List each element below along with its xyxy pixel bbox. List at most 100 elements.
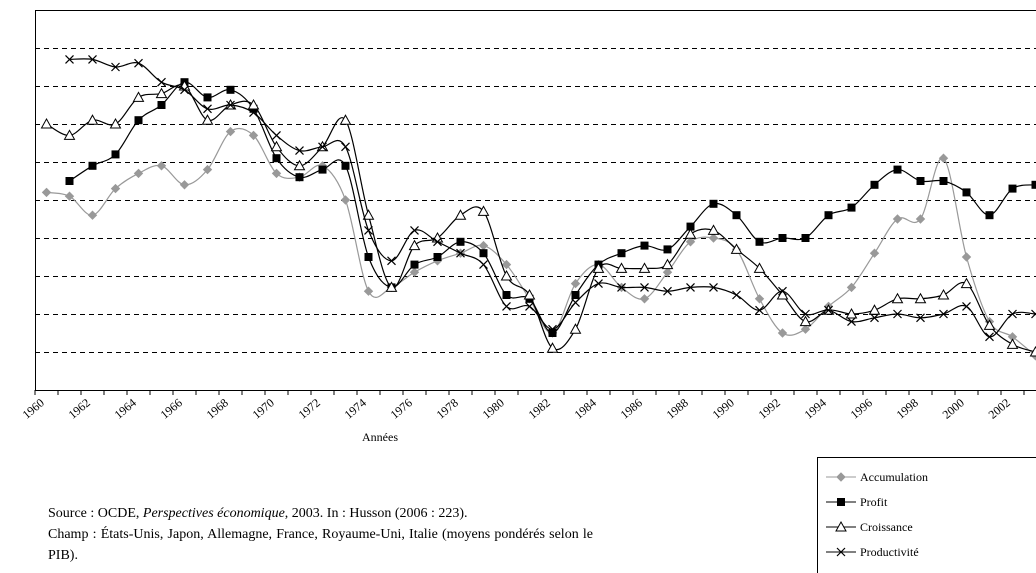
source-text: Source : OCDE, [48, 506, 143, 521]
point [753, 262, 766, 273]
point [249, 108, 258, 118]
point [847, 203, 856, 212]
point [846, 282, 857, 293]
point [363, 286, 374, 296]
source-text: , 2003. In : Husson (2006 : 223). [284, 506, 468, 521]
point [617, 282, 626, 292]
point [501, 259, 512, 270]
point [730, 243, 743, 254]
x-tick-label: 1972 [296, 396, 323, 422]
legend-marker [836, 472, 846, 482]
point [478, 240, 489, 251]
point [271, 168, 282, 179]
point [134, 58, 143, 68]
point [663, 245, 672, 254]
point [615, 262, 628, 273]
point [180, 85, 189, 95]
champ: Champ : États-Unis, Japon, Allemagne, Fr… [48, 527, 593, 563]
point [755, 237, 764, 246]
x-tick-label: 1974 [342, 396, 369, 422]
point [960, 277, 973, 289]
point [479, 260, 488, 270]
x-tick-label: 1984 [572, 396, 599, 422]
point [226, 85, 235, 94]
legend-label: Profit [860, 495, 888, 509]
point [754, 294, 765, 304]
point [707, 224, 720, 235]
x-tick-label: 1996 [848, 396, 875, 422]
point [548, 329, 557, 337]
legend-marker [835, 520, 847, 532]
point [824, 305, 833, 315]
point [891, 292, 904, 304]
point [569, 323, 582, 334]
point [778, 234, 787, 242]
point [1008, 184, 1017, 193]
point [362, 209, 375, 220]
point [523, 288, 536, 300]
point [985, 332, 994, 342]
point [571, 291, 580, 299]
point [364, 225, 373, 235]
point [201, 114, 214, 125]
point [755, 305, 764, 315]
point [203, 93, 212, 102]
point [133, 168, 144, 179]
point [732, 211, 741, 220]
x-tick-label: 1976 [388, 396, 415, 422]
x-tick-label: 1964 [112, 396, 139, 422]
point [272, 154, 281, 163]
point [157, 77, 166, 87]
point [65, 177, 74, 185]
point [341, 142, 350, 152]
point [892, 214, 903, 224]
point [157, 101, 166, 109]
point [617, 249, 626, 258]
point [272, 130, 281, 140]
note: Source : OCDE, Perspectives économique, … [48, 503, 593, 566]
point [134, 116, 143, 125]
point [341, 161, 350, 170]
point [318, 165, 327, 174]
x-tick-label: 1998 [894, 396, 921, 422]
x-tick-label: 1966 [158, 396, 185, 422]
point [364, 253, 373, 261]
x-tick-label: 2000 [940, 396, 967, 422]
point [985, 211, 994, 220]
point [546, 342, 559, 353]
point [63, 129, 76, 140]
point [800, 324, 811, 334]
point [640, 241, 649, 250]
point [456, 248, 465, 258]
point [663, 286, 672, 296]
point [684, 228, 697, 239]
point [454, 209, 467, 220]
point [409, 267, 420, 277]
point [340, 195, 351, 205]
point [479, 249, 488, 258]
point [799, 315, 812, 327]
point [916, 177, 925, 185]
point [870, 313, 879, 323]
legend-marker [836, 547, 846, 557]
point [662, 267, 673, 277]
point [456, 237, 465, 246]
point [594, 279, 603, 289]
series-line [69, 58, 1036, 338]
point [109, 117, 122, 129]
point [88, 161, 97, 170]
point [110, 183, 121, 194]
point [226, 100, 235, 110]
point [179, 180, 190, 190]
point [1031, 180, 1036, 189]
point [40, 117, 53, 129]
point [962, 188, 971, 197]
point [845, 307, 858, 319]
point [500, 269, 513, 281]
x-tick-label: 1978 [434, 396, 461, 422]
point [961, 252, 972, 262]
point [502, 301, 511, 311]
point [893, 165, 902, 174]
point [709, 199, 718, 208]
